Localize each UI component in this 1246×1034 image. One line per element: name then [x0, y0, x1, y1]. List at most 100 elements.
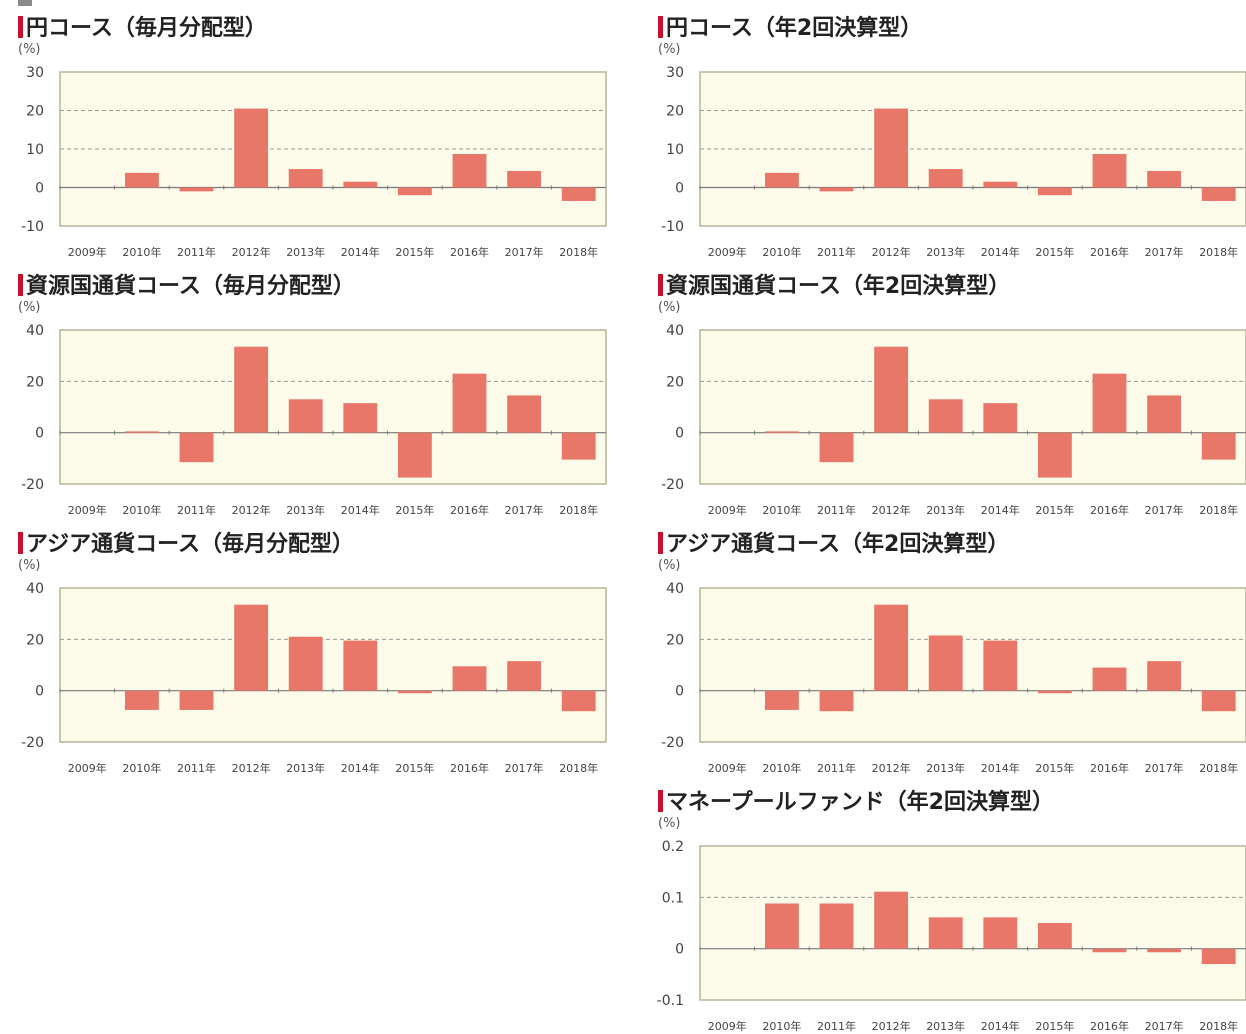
x-tick-label: 2015年	[395, 503, 434, 517]
chart-panel-resource-semiannual: 資源国通貨コース（年2回決算型） (%) 40 20 0 -20 2009年 2010年 2…	[658, 268, 1246, 518]
chart-title-text: アジア通貨コース（毎月分配型）	[26, 532, 355, 557]
bar	[1147, 948, 1182, 953]
bar	[764, 690, 799, 710]
bar	[124, 172, 159, 188]
bar	[874, 604, 909, 691]
bar	[819, 690, 854, 712]
x-tick-label: 2012年	[872, 503, 911, 517]
y-tick-label: 0	[35, 426, 44, 442]
y-tick-label: 40	[26, 323, 44, 339]
x-tick-label: 2009年	[68, 503, 107, 517]
x-tick-label: 2013年	[926, 503, 965, 517]
y-tick-label: 40	[666, 581, 684, 597]
chart-title: 円コース（毎月分配型）	[18, 16, 267, 42]
x-tick-label: 2009年	[708, 245, 747, 259]
bar	[234, 604, 269, 691]
bar	[1201, 690, 1236, 712]
x-tick-label: 2015年	[395, 761, 434, 775]
x-tick-label: 2014年	[341, 245, 380, 259]
bar	[928, 399, 963, 433]
x-tick-label: 2010年	[122, 245, 161, 259]
y-tick-label: 20	[666, 104, 684, 120]
chart-title-text: 円コース（毎月分配型）	[26, 16, 267, 41]
x-tick-label: 2018年	[1199, 503, 1238, 517]
bar	[179, 690, 214, 710]
x-tick-label: 2011年	[177, 761, 216, 775]
x-tick-label: 2011年	[177, 503, 216, 517]
x-tick-label: 2013年	[926, 1019, 965, 1033]
bar-chart: 40 20 0 -20 2009年 2010年 2011年 2012年 2013年 2014年 20…	[21, 581, 607, 775]
x-tick-label: 2012年	[232, 761, 271, 775]
chart-panel-yen-semiannual: 円コース（年2回決算型） (%) 30 20 10 0 -10 2009年 2010年 201…	[658, 10, 1246, 260]
x-tick-label: 2018年	[559, 761, 598, 775]
title-accent-bar	[18, 16, 23, 38]
x-tick-label: 2015年	[1035, 1019, 1074, 1033]
y-tick-label: 10	[666, 142, 684, 158]
x-tick-label: 2017年	[1145, 503, 1184, 517]
bar	[288, 169, 323, 188]
x-tick-label: 2012年	[232, 503, 271, 517]
bar	[343, 640, 378, 691]
bar	[234, 108, 269, 188]
x-tick-label: 2017年	[505, 245, 544, 259]
x-tick-label: 2013年	[286, 245, 325, 259]
bar	[234, 346, 269, 433]
chart-title-text: 円コース（年2回決算型）	[666, 16, 923, 41]
x-tick-label: 2011年	[817, 503, 856, 517]
bar	[874, 108, 909, 188]
y-tick-label: 20	[26, 632, 44, 648]
bar	[1037, 690, 1072, 694]
x-tick-label: 2015年	[1035, 503, 1074, 517]
y-unit-label: (%)	[658, 42, 681, 57]
x-tick-label: 2009年	[708, 503, 747, 517]
chart-title-text: アジア通貨コース（年2回決算型）	[666, 532, 1010, 557]
bar	[764, 903, 799, 949]
y-tick-label: 20	[666, 374, 684, 390]
x-tick-label: 2010年	[762, 1019, 801, 1033]
bar	[1201, 187, 1236, 201]
bar	[124, 690, 159, 710]
bar-chart: 40 20 0 -20 2009年 2010年 2011年 2012年 2013年 2014年 20…	[661, 323, 1246, 517]
x-tick-label: 2015年	[1035, 245, 1074, 259]
title-accent-bar	[18, 274, 23, 296]
y-tick-label: 20	[666, 632, 684, 648]
bar	[983, 917, 1018, 949]
title-accent-bar	[658, 274, 663, 296]
bar	[397, 432, 432, 478]
y-tick-label: 0	[675, 181, 684, 197]
y-tick-label: 40	[666, 323, 684, 339]
y-tick-label: 20	[26, 104, 44, 120]
bar-chart: 40 20 0 -20 2009年 2010年 2011年 2012年 2013年 2014年 20…	[21, 323, 607, 517]
bar-chart: 0.2 0.1 0 -0.1 2009年 2010年 2011年 2012年 2013年 2014…	[657, 839, 1246, 1033]
x-tick-label: 2012年	[872, 245, 911, 259]
y-tick-label: -20	[21, 735, 44, 751]
bar	[561, 690, 596, 712]
bar	[764, 172, 799, 188]
bar	[124, 431, 159, 433]
x-tick-label: 2009年	[68, 761, 107, 775]
x-tick-label: 2018年	[559, 245, 598, 259]
bar	[452, 154, 487, 188]
y-tick-label: 40	[26, 581, 44, 597]
bar	[507, 395, 542, 433]
y-tick-label: 0	[35, 181, 44, 197]
x-tick-label: 2018年	[559, 503, 598, 517]
y-tick-label: -20	[21, 477, 44, 493]
x-tick-label: 2014年	[341, 503, 380, 517]
bar	[983, 403, 1018, 433]
bar	[288, 399, 323, 433]
bar	[1037, 187, 1072, 196]
bar	[561, 187, 596, 201]
x-tick-label: 2016年	[450, 245, 489, 259]
x-tick-label: 2017年	[505, 761, 544, 775]
y-unit-label: (%)	[18, 300, 41, 315]
x-tick-label: 2013年	[286, 761, 325, 775]
bar	[1037, 923, 1072, 949]
y-tick-label: 10	[26, 142, 44, 158]
bar	[507, 661, 542, 691]
bar	[1092, 154, 1127, 188]
x-tick-label: 2014年	[981, 245, 1020, 259]
chart-panel-asia-monthly: アジア通貨コース（毎月分配型） (%) 40 20 0 -20 2009年 2010年 20…	[18, 526, 618, 776]
y-unit-label: (%)	[18, 42, 41, 57]
bar	[1201, 432, 1236, 460]
